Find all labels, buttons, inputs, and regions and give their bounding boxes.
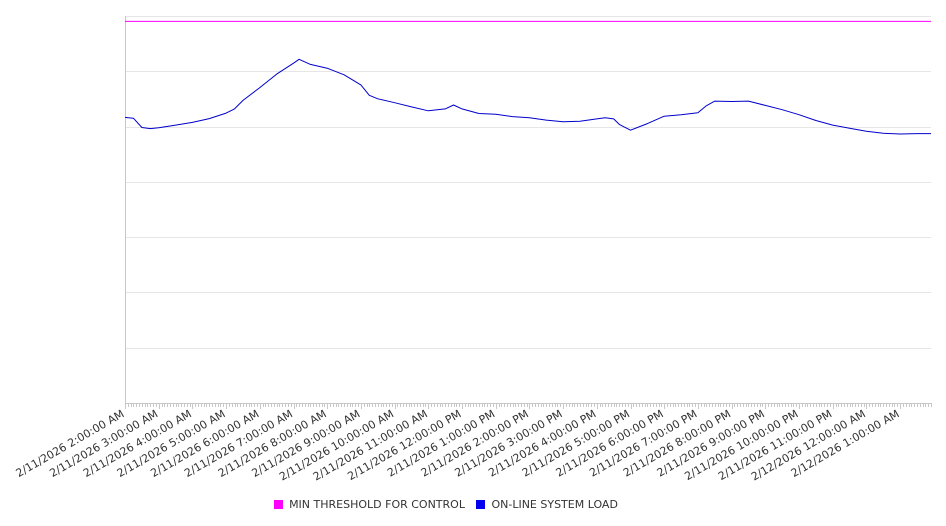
x-axis-minor-ticks xyxy=(125,403,932,409)
legend-swatch-system-load xyxy=(476,500,486,509)
series-lines xyxy=(124,20,931,135)
legend-label-system-load: ON-LINE SYSTEM LOAD xyxy=(491,498,618,511)
legend-label-threshold: MIN THRESHOLD FOR CONTROL xyxy=(289,498,465,511)
y-gridlines xyxy=(125,16,931,349)
legend-swatch-threshold xyxy=(274,500,284,509)
x-tick-labels: 2/11/2026 2:00:00 AM2/11/2026 3:00:00 AM… xyxy=(14,407,902,483)
legend: MIN THRESHOLD FOR CONTROL ON-LINE SYSTEM… xyxy=(0,498,892,512)
series-line-online-system-load[interactable] xyxy=(124,58,931,135)
legend-item-system-load[interactable]: ON-LINE SYSTEM LOAD xyxy=(476,498,618,511)
legend-item-threshold[interactable]: MIN THRESHOLD FOR CONTROL xyxy=(274,498,465,511)
